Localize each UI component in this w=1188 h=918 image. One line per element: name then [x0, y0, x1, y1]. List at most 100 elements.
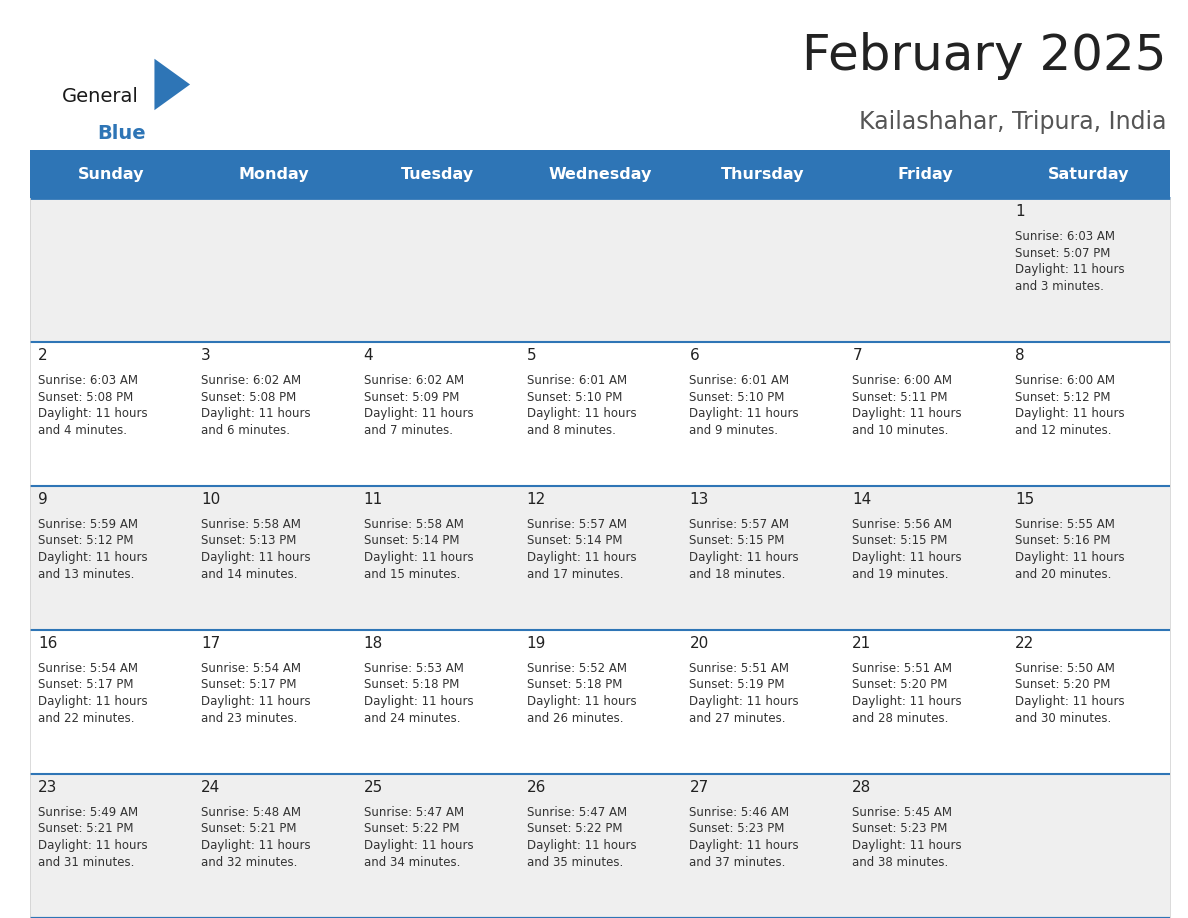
Text: Daylight: 11 hours: Daylight: 11 hours [526, 551, 637, 564]
Text: Daylight: 11 hours: Daylight: 11 hours [201, 551, 310, 564]
Text: and 12 minutes.: and 12 minutes. [1015, 423, 1112, 436]
Bar [1007, 198, 1170, 342]
Text: Sunrise: 6:01 AM: Sunrise: 6:01 AM [689, 374, 790, 387]
Text: Daylight: 11 hours: Daylight: 11 hours [1015, 551, 1125, 564]
Text: 3: 3 [201, 348, 210, 363]
Text: Sunset: 5:21 PM: Sunset: 5:21 PM [201, 823, 296, 835]
Bar [192, 774, 355, 918]
Bar [845, 342, 1007, 486]
Text: Sunrise: 6:00 AM: Sunrise: 6:00 AM [852, 374, 953, 387]
Text: Sunrise: 5:46 AM: Sunrise: 5:46 AM [689, 806, 790, 819]
Text: Daylight: 11 hours: Daylight: 11 hours [38, 407, 147, 420]
Text: Sunset: 5:21 PM: Sunset: 5:21 PM [38, 823, 133, 835]
Text: 12: 12 [526, 492, 545, 507]
Bar [1007, 774, 1170, 918]
Text: Sunrise: 6:03 AM: Sunrise: 6:03 AM [38, 374, 138, 387]
Bar [682, 486, 845, 630]
Text: and 17 minutes.: and 17 minutes. [526, 567, 623, 580]
Bar [519, 198, 682, 342]
Text: and 6 minutes.: and 6 minutes. [201, 423, 290, 436]
Bar [519, 486, 682, 630]
Bar [192, 150, 355, 198]
Text: Sunrise: 5:49 AM: Sunrise: 5:49 AM [38, 806, 138, 819]
Bar [1007, 486, 1170, 630]
Text: Sunset: 5:22 PM: Sunset: 5:22 PM [364, 823, 460, 835]
Text: February 2025: February 2025 [802, 32, 1167, 80]
Text: Sunrise: 6:02 AM: Sunrise: 6:02 AM [201, 374, 301, 387]
Bar [682, 150, 845, 198]
Text: Sunset: 5:09 PM: Sunset: 5:09 PM [364, 390, 459, 404]
Text: 27: 27 [689, 780, 709, 795]
Text: Daylight: 11 hours: Daylight: 11 hours [201, 839, 310, 852]
Text: 16: 16 [38, 636, 57, 651]
Text: Daylight: 11 hours: Daylight: 11 hours [364, 407, 473, 420]
Polygon shape [154, 59, 190, 110]
Bar [1007, 630, 1170, 774]
Text: Sunset: 5:08 PM: Sunset: 5:08 PM [201, 390, 296, 404]
Text: Sunrise: 5:58 AM: Sunrise: 5:58 AM [201, 518, 301, 531]
Text: Daylight: 11 hours: Daylight: 11 hours [1015, 695, 1125, 708]
Text: Sunset: 5:12 PM: Sunset: 5:12 PM [1015, 390, 1111, 404]
Text: and 13 minutes.: and 13 minutes. [38, 567, 134, 580]
Bar [355, 486, 519, 630]
Bar [845, 486, 1007, 630]
Text: Sunset: 5:23 PM: Sunset: 5:23 PM [852, 823, 948, 835]
Text: 19: 19 [526, 636, 546, 651]
Text: 25: 25 [364, 780, 383, 795]
Text: Sunset: 5:18 PM: Sunset: 5:18 PM [364, 678, 459, 691]
Text: and 18 minutes.: and 18 minutes. [689, 567, 785, 580]
Text: Sunset: 5:10 PM: Sunset: 5:10 PM [689, 390, 785, 404]
Text: 13: 13 [689, 492, 709, 507]
Text: Sunrise: 5:51 AM: Sunrise: 5:51 AM [689, 662, 790, 675]
Text: Sunset: 5:22 PM: Sunset: 5:22 PM [526, 823, 623, 835]
Bar [355, 630, 519, 774]
Text: and 35 minutes.: and 35 minutes. [526, 856, 623, 868]
Text: Sunrise: 5:54 AM: Sunrise: 5:54 AM [201, 662, 301, 675]
Text: Sunset: 5:17 PM: Sunset: 5:17 PM [38, 678, 133, 691]
Bar [30, 774, 192, 918]
Text: and 22 minutes.: and 22 minutes. [38, 711, 134, 724]
Bar [682, 774, 845, 918]
Text: Sunset: 5:11 PM: Sunset: 5:11 PM [852, 390, 948, 404]
Text: 26: 26 [526, 780, 546, 795]
Text: Daylight: 11 hours: Daylight: 11 hours [689, 839, 800, 852]
Text: Sunset: 5:18 PM: Sunset: 5:18 PM [526, 678, 623, 691]
Text: Daylight: 11 hours: Daylight: 11 hours [1015, 407, 1125, 420]
Bar [1007, 342, 1170, 486]
Text: Sunrise: 6:00 AM: Sunrise: 6:00 AM [1015, 374, 1116, 387]
Bar [845, 150, 1007, 198]
Bar [192, 342, 355, 486]
Text: 21: 21 [852, 636, 872, 651]
Text: Daylight: 11 hours: Daylight: 11 hours [852, 407, 962, 420]
Text: Sunrise: 5:53 AM: Sunrise: 5:53 AM [364, 662, 463, 675]
Text: Sunrise: 6:03 AM: Sunrise: 6:03 AM [1015, 230, 1116, 243]
Bar [682, 342, 845, 486]
Text: 11: 11 [364, 492, 383, 507]
Text: 17: 17 [201, 636, 220, 651]
Text: Daylight: 11 hours: Daylight: 11 hours [526, 407, 637, 420]
Bar [355, 774, 519, 918]
Text: 7: 7 [852, 348, 862, 363]
Text: 9: 9 [38, 492, 48, 507]
Text: and 31 minutes.: and 31 minutes. [38, 856, 134, 868]
Text: Sunrise: 5:51 AM: Sunrise: 5:51 AM [852, 662, 953, 675]
Text: 15: 15 [1015, 492, 1035, 507]
Text: 5: 5 [526, 348, 536, 363]
Text: Daylight: 11 hours: Daylight: 11 hours [38, 551, 147, 564]
Text: Daylight: 11 hours: Daylight: 11 hours [852, 839, 962, 852]
Text: 14: 14 [852, 492, 872, 507]
Text: Daylight: 11 hours: Daylight: 11 hours [526, 839, 637, 852]
Text: and 32 minutes.: and 32 minutes. [201, 856, 297, 868]
Text: 23: 23 [38, 780, 57, 795]
Text: and 26 minutes.: and 26 minutes. [526, 711, 623, 724]
Text: Sunset: 5:10 PM: Sunset: 5:10 PM [526, 390, 623, 404]
Bar [355, 342, 519, 486]
Text: 6: 6 [689, 348, 700, 363]
Text: Sunset: 5:15 PM: Sunset: 5:15 PM [852, 534, 948, 547]
Text: Sunset: 5:23 PM: Sunset: 5:23 PM [689, 823, 785, 835]
Text: Sunrise: 5:45 AM: Sunrise: 5:45 AM [852, 806, 953, 819]
Text: 28: 28 [852, 780, 872, 795]
Text: and 28 minutes.: and 28 minutes. [852, 711, 949, 724]
Bar [192, 486, 355, 630]
Text: Sunrise: 5:57 AM: Sunrise: 5:57 AM [526, 518, 626, 531]
